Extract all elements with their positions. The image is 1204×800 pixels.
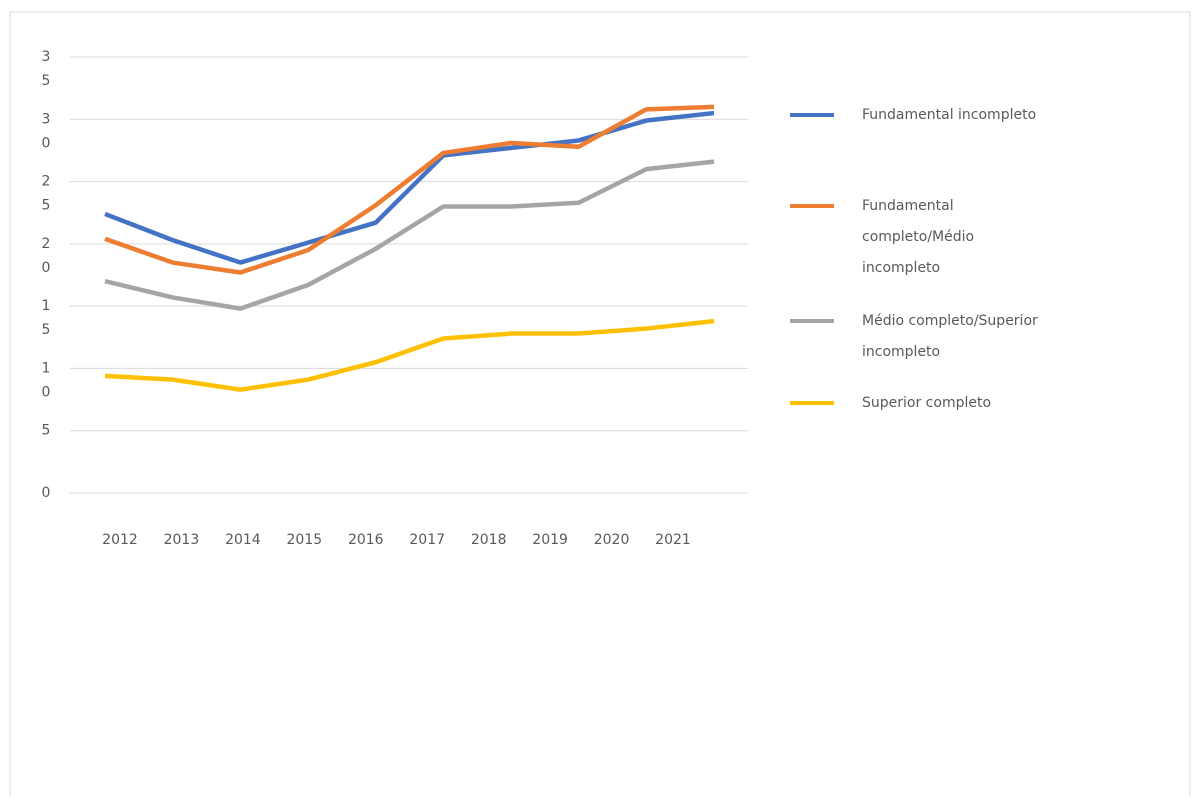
- series-line: [104, 318, 715, 392]
- legend-swatch: [790, 319, 834, 323]
- x-tick-label: 2017: [409, 532, 445, 548]
- legend-label: Médio completo/Superior incompleto: [862, 313, 1038, 360]
- legend-item: Fundamental completo/Médio incompleto: [790, 191, 1050, 284]
- legend-label: Fundamental incompleto: [862, 107, 1037, 123]
- legend-swatch: [790, 204, 834, 208]
- legend-swatch: [790, 113, 834, 117]
- x-tick-label: 2018: [471, 532, 507, 548]
- chart-frame: [9, 11, 1191, 800]
- x-tick-label: 2015: [287, 532, 323, 548]
- x-tick-label: 2020: [594, 532, 630, 548]
- series-line: [104, 110, 715, 265]
- legend-swatch: [790, 401, 834, 405]
- x-tick-label: 2021: [655, 532, 691, 548]
- legend-item: Fundamental incompleto: [790, 100, 1050, 131]
- y-tick-label: 0: [42, 485, 51, 501]
- x-tick-label: 2016: [348, 532, 384, 548]
- legend-label: Fundamental completo/Médio incompleto: [862, 198, 975, 276]
- x-tick-label: 2014: [225, 532, 261, 548]
- series-line: [104, 159, 715, 311]
- x-tick-label: 2012: [102, 532, 138, 548]
- legend-item: Médio completo/Superior incompleto: [790, 306, 1050, 368]
- y-tick-label: 5: [42, 423, 51, 439]
- series-line: [104, 104, 715, 275]
- legend: Fundamental incompleto Fundamental comple…: [790, 100, 1050, 419]
- legend-label: Superior completo: [862, 395, 992, 411]
- x-tick-label: 2019: [532, 532, 568, 548]
- x-tick-label: 2013: [164, 532, 200, 548]
- legend-item: Superior completo: [790, 388, 1050, 419]
